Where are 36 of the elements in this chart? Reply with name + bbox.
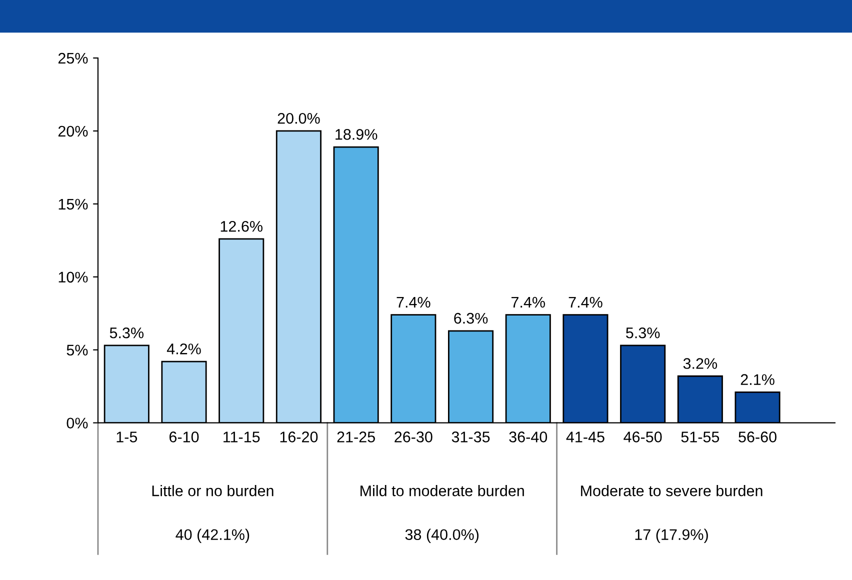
x-tick-label: 31-35 [452, 432, 490, 442]
x-tick-label: 56-60 [738, 432, 776, 442]
x-tick-label: 46-50 [624, 432, 662, 442]
data-label: 5.3% [110, 327, 144, 338]
x-tick-label: 36-40 [509, 432, 548, 442]
data-label: 7.4% [511, 296, 545, 308]
x-tick-label: 21-25 [337, 432, 375, 442]
x-tick-label: 26-30 [394, 432, 432, 442]
text: Little or no burden [152, 485, 274, 496]
x-tick-label: 6-10 [169, 432, 199, 442]
data-label: 20.0% [278, 112, 320, 124]
data-label: 2.1% [740, 374, 774, 385]
data-label: 7.4% [568, 296, 602, 308]
y-tick-label: 10% [58, 272, 88, 283]
data-label: 7.4% [396, 296, 430, 308]
x-tick-label: 1-5 [116, 432, 138, 442]
data-label: 3.2% [683, 358, 718, 369]
y-tick-label: 25% [58, 52, 88, 64]
text: 40 (42.1%) [176, 528, 250, 544]
x-tick-label: 51-55 [681, 432, 720, 442]
y-tick-label: 0% [66, 418, 88, 429]
text: 17 (17.9%) [635, 528, 708, 544]
data-label: 4.2% [166, 344, 201, 354]
x-tick-label: 41-45 [566, 432, 604, 442]
text: Moderate to severe burden [581, 485, 762, 496]
x-tick-label: 16-20 [280, 432, 318, 442]
y-tick-label: 20% [58, 126, 88, 137]
text: 38 (40.0%) [405, 528, 479, 544]
x-tick-label: 11-15 [224, 432, 260, 442]
y-tick-label: 15% [58, 198, 88, 210]
data-label: 5.3% [626, 327, 660, 338]
text: Mild to moderate burden [360, 485, 524, 496]
y-tick-label: 5% [66, 344, 88, 356]
data-label: 18.9% [336, 129, 378, 140]
data-label: 6.3% [454, 312, 488, 324]
data-label: 12.6% [220, 220, 262, 232]
